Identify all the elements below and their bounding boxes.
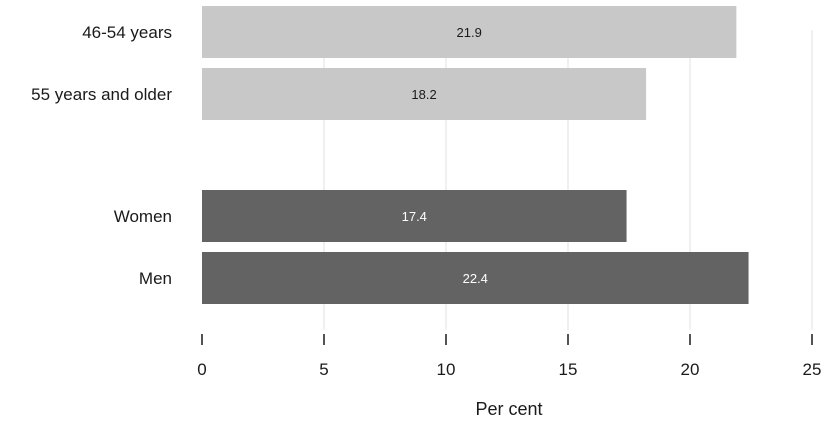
x-axis-label: Per cent [475,399,542,419]
x-tick-label: 5 [319,360,328,379]
bar-value-label: 18.2 [411,87,436,102]
bar-value-label: 22.4 [463,271,488,286]
category-label: 55 years and older [31,85,172,104]
x-tick-label: 15 [559,360,578,379]
x-axis-tick-labels: 0 5 10 15 20 25 [197,360,821,379]
x-axis-ticks [201,334,813,345]
x-tick-label: 0 [197,360,206,379]
bar [202,252,749,304]
bar-value-label: 17.4 [402,209,427,224]
x-tick-label: 25 [803,360,822,379]
category-label: Women [114,207,172,226]
bar [202,68,647,120]
bar [202,190,627,242]
bar-value-label: 21.9 [457,25,482,40]
category-labels: 46-54 years 55 years and older Women Men [31,23,172,288]
bar-value-labels: 21.9 18.2 17.4 22.4 [402,25,488,286]
category-label: 46-54 years [82,23,172,42]
bars [202,6,749,304]
x-tick-label: 10 [437,360,456,379]
category-label: Men [139,269,172,288]
bar [202,6,737,58]
x-tick-label: 20 [681,360,700,379]
